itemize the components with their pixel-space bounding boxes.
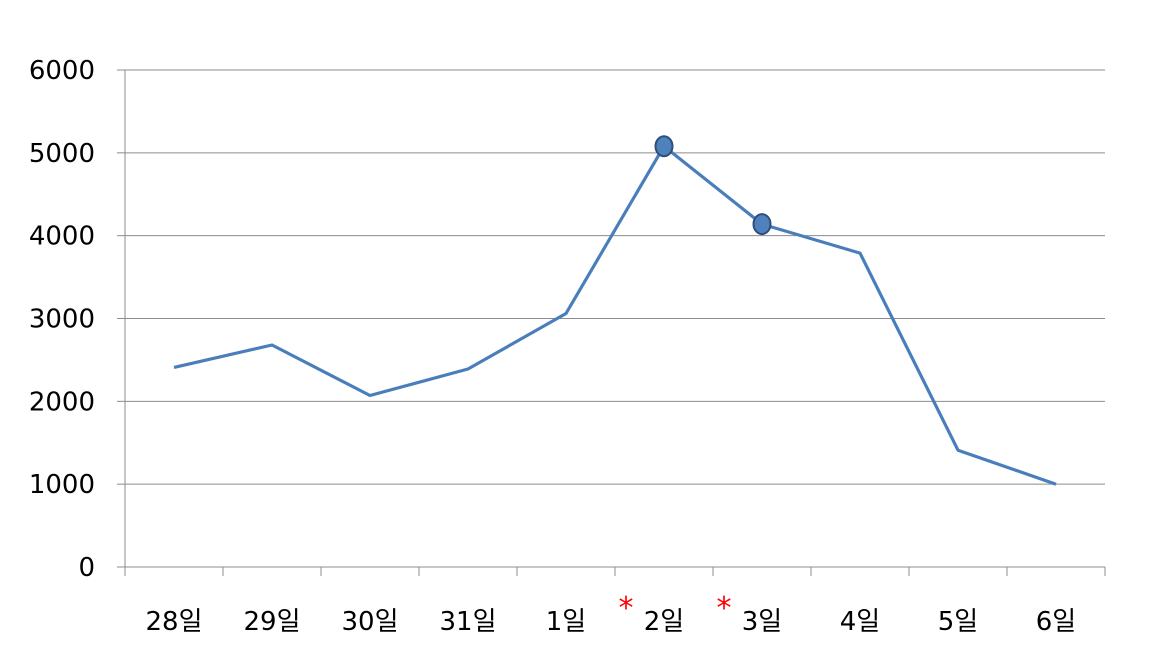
- y-tick-label: 0: [78, 553, 95, 583]
- x-tick-label: 30일: [341, 607, 398, 637]
- highlight-point-marker: [654, 135, 674, 158]
- x-tick-label: 2일: [644, 607, 684, 637]
- y-tick-label: 5000: [29, 139, 95, 169]
- x-tick-label: 4일: [840, 607, 880, 637]
- x-tick-label: 29일: [243, 607, 300, 637]
- highlight-point-marker: [752, 213, 772, 236]
- y-tick-label: 6000: [29, 56, 95, 86]
- x-tick-label: 28일: [145, 607, 202, 637]
- y-tick-label: 2000: [29, 387, 95, 417]
- y-tick-label: 1000: [29, 470, 95, 500]
- x-tick-label: 3일: [742, 607, 782, 637]
- y-tick-label: 3000: [29, 305, 95, 335]
- annotation-asterisk: *: [717, 591, 732, 626]
- x-tick-label: 5일: [938, 607, 978, 637]
- y-tick-label: 4000: [29, 222, 95, 252]
- x-tick-label: 6일: [1036, 607, 1076, 637]
- x-tick-label: 31일: [439, 607, 496, 637]
- annotation-asterisk: *: [619, 591, 634, 626]
- series-line: [173, 144, 1057, 486]
- x-tick-label: 1일: [546, 607, 586, 637]
